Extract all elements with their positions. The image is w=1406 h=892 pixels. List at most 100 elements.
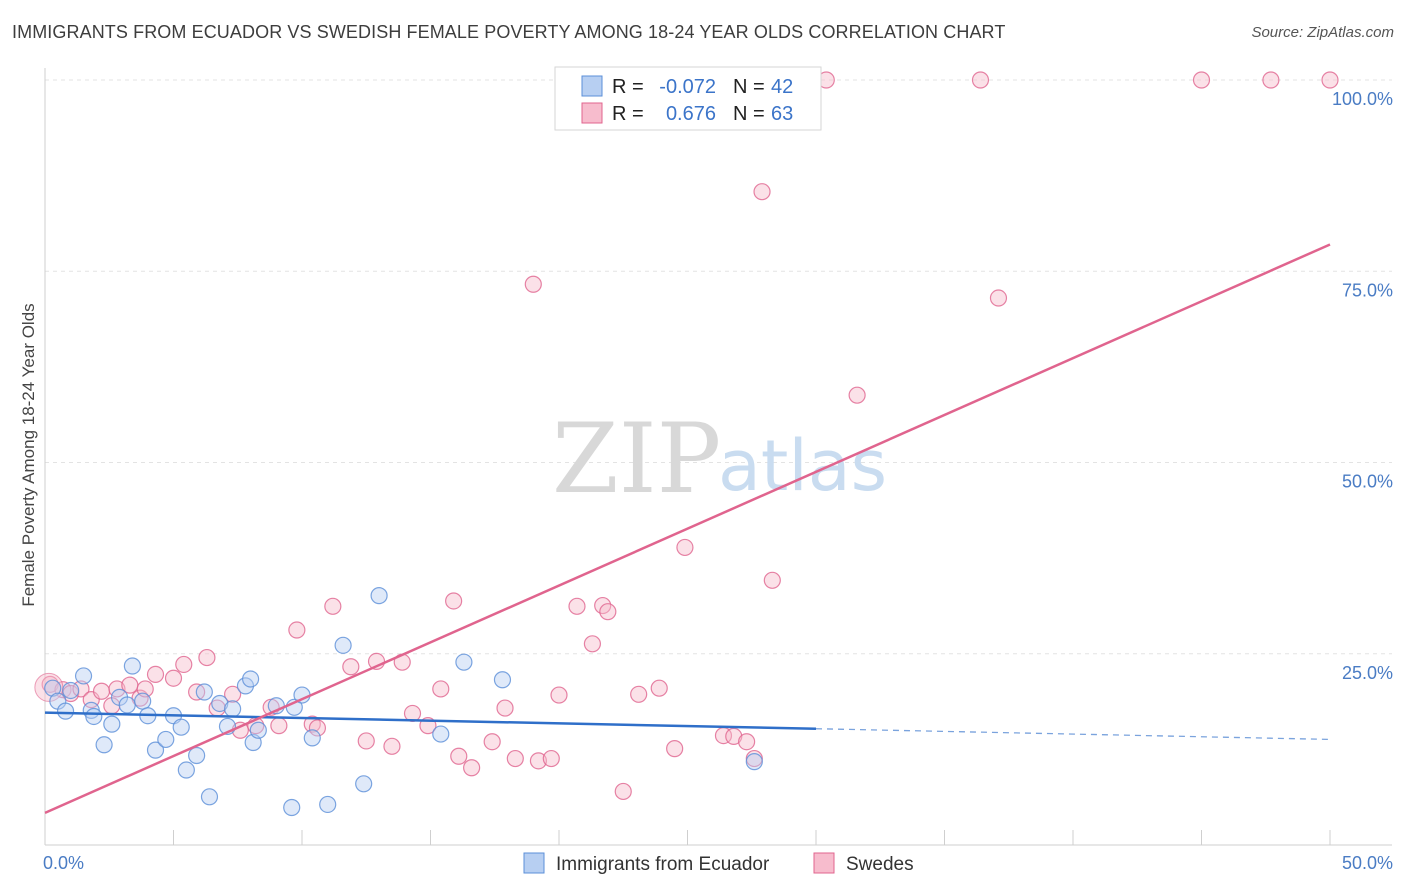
ecuador-point-20 bbox=[195, 683, 213, 701]
swedes-point-24 bbox=[308, 719, 327, 737]
legend-r-value-2: 0.676 bbox=[666, 103, 716, 125]
watermark-atlas: atlas bbox=[718, 425, 887, 507]
ecuador-point-26 bbox=[242, 670, 260, 688]
swedes-point-22 bbox=[288, 621, 306, 639]
source-label: Source: ZipAtlas.com bbox=[1251, 24, 1394, 41]
tick-labels: 25.0% 50.0% 75.0% 100.0% 0.0% 50.0% bbox=[43, 89, 1393, 873]
ecuador-point-15 bbox=[157, 730, 175, 749]
swedes-point-52 bbox=[676, 538, 694, 557]
x-tick-label-1: 50.0% bbox=[1342, 853, 1393, 873]
ecuador-point-4 bbox=[74, 667, 93, 685]
ecuador-point-19 bbox=[188, 746, 206, 765]
swedes-point-33 bbox=[432, 680, 450, 698]
series-legend-label-ecuador: Immigrants from Ecuador bbox=[556, 854, 770, 875]
ecuador-point-7 bbox=[95, 736, 113, 754]
trend-lines bbox=[44, 243, 1331, 815]
ecuador-point-14 bbox=[146, 741, 165, 759]
watermark-zip: ZIP bbox=[552, 403, 721, 515]
ecuador-point-28 bbox=[249, 721, 267, 739]
swedes-point-62 bbox=[989, 289, 1008, 307]
swedes-point-65 bbox=[1321, 71, 1339, 89]
swedes-point-13 bbox=[175, 655, 193, 674]
swedes-point-50 bbox=[650, 679, 668, 697]
ecuador-point-22 bbox=[211, 694, 229, 713]
legend-r-value-1: -0.072 bbox=[659, 76, 716, 98]
series-legend-swatch-swedes bbox=[813, 852, 835, 874]
y-tick-label-1: 50.0% bbox=[1342, 472, 1393, 492]
ecuador-point-6 bbox=[85, 707, 103, 726]
swedes-point-55 bbox=[738, 733, 756, 751]
legend-n-value-1: 42 bbox=[771, 76, 793, 98]
swedes-point-40 bbox=[524, 275, 542, 293]
swedes-point-34 bbox=[445, 592, 463, 610]
swedes-trend-line bbox=[44, 243, 1331, 815]
ecuador-point-30 bbox=[283, 798, 301, 817]
ecuador-point-21 bbox=[200, 788, 219, 806]
ecuador-point-18 bbox=[177, 761, 195, 779]
ecuador-point-17 bbox=[172, 718, 190, 736]
ecuador-trend-extension bbox=[815, 728, 1331, 741]
ecuador-trend-line bbox=[44, 711, 817, 730]
ecuador-point-38 bbox=[432, 725, 450, 743]
swedes-point-43 bbox=[550, 686, 568, 704]
ecuador-point-39 bbox=[455, 653, 473, 671]
swedes-point-5 bbox=[92, 682, 111, 700]
swedes-point-11 bbox=[146, 665, 165, 684]
x-tick-label-0: 0.0% bbox=[43, 853, 84, 873]
ecuador-points bbox=[44, 587, 763, 817]
swedes-point-27 bbox=[357, 732, 375, 750]
correlation-legend: R = -0.072 N = 42 R = 0.676 N = 63 bbox=[554, 66, 822, 131]
swedes-point-64 bbox=[1262, 71, 1280, 89]
series-legend-swatch-ecuador bbox=[523, 852, 545, 874]
axes bbox=[44, 68, 1392, 846]
legend-n-label-1: N = bbox=[733, 76, 765, 98]
swedes-point-26 bbox=[342, 658, 360, 676]
ecuador-point-12 bbox=[134, 692, 152, 710]
ecuador-point-40 bbox=[493, 671, 512, 689]
swedes-point-21 bbox=[270, 717, 288, 735]
swedes-point-54 bbox=[725, 727, 743, 745]
ecuador-point-2 bbox=[56, 702, 75, 720]
y-tick-label-2: 75.0% bbox=[1342, 280, 1393, 300]
gridlines bbox=[45, 79, 1392, 655]
swedes-point-17 bbox=[224, 685, 242, 703]
swedes-point-12 bbox=[164, 669, 183, 687]
swedes-point-25 bbox=[324, 597, 342, 615]
swedes-point-58 bbox=[763, 571, 781, 589]
legend-swatch-pink bbox=[581, 102, 603, 124]
swedes-point-44 bbox=[568, 597, 586, 615]
swedes-point-57 bbox=[753, 183, 771, 201]
swedes-point-48 bbox=[614, 782, 632, 801]
series-legend: Immigrants from Ecuador Swedes bbox=[523, 852, 914, 875]
swedes-point-37 bbox=[483, 733, 501, 751]
legend-r-label-1: R = bbox=[612, 76, 644, 98]
swedes-point-45 bbox=[583, 635, 602, 653]
ecuador-point-10 bbox=[118, 696, 136, 714]
ecuador-point-11 bbox=[123, 657, 141, 675]
ecuador-point-41 bbox=[745, 753, 763, 771]
ecuador-point-35 bbox=[334, 636, 352, 654]
legend-n-value-2: 63 bbox=[771, 103, 793, 125]
swedes-point-35 bbox=[450, 747, 468, 765]
ecuador-point-24 bbox=[224, 700, 242, 718]
series-legend-label-swedes: Swedes bbox=[846, 854, 914, 875]
swedes-point-63 bbox=[1192, 71, 1211, 89]
swedes-point-41 bbox=[529, 752, 548, 770]
swedes-point-60 bbox=[848, 386, 866, 404]
ecuador-point-8 bbox=[103, 715, 121, 733]
swedes-points bbox=[34, 71, 1339, 801]
ecuador-point-34 bbox=[319, 795, 337, 814]
legend-n-label-2: N = bbox=[733, 103, 765, 125]
swedes-point-49 bbox=[630, 685, 648, 703]
swedes-point-38 bbox=[496, 699, 514, 717]
ecuador-point-0 bbox=[44, 679, 62, 697]
ecuador-point-3 bbox=[62, 681, 80, 700]
swedes-point-39 bbox=[506, 749, 524, 768]
legend-swatch-blue bbox=[581, 75, 603, 97]
ecuador-point-36 bbox=[355, 775, 373, 793]
y-tick-label-0: 25.0% bbox=[1342, 663, 1393, 683]
y-tick-label-3: 100.0% bbox=[1332, 89, 1393, 109]
swedes-point-51 bbox=[666, 740, 684, 758]
y-axis-label: Female Poverty Among 18-24 Year Olds bbox=[19, 303, 38, 606]
